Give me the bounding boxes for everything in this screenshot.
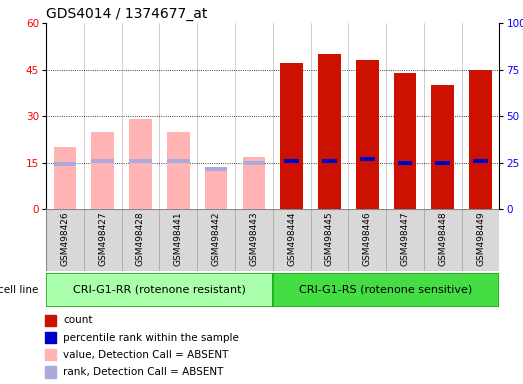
Bar [360, 157, 374, 161]
Text: GSM498448: GSM498448 [438, 211, 447, 266]
Text: GSM498446: GSM498446 [363, 211, 372, 266]
Bar [348, 209, 386, 271]
Bar [473, 159, 488, 163]
Bar [436, 161, 450, 165]
Bar [84, 209, 121, 271]
Bar [46, 209, 84, 271]
Bar [121, 209, 160, 271]
Bar [167, 132, 190, 209]
Bar [53, 147, 76, 209]
Text: GDS4014 / 1374677_at: GDS4014 / 1374677_at [46, 7, 208, 21]
Bar [397, 161, 412, 165]
Bar [204, 167, 228, 171]
Text: GSM498449: GSM498449 [476, 211, 485, 266]
Bar [431, 85, 454, 209]
Bar [462, 209, 499, 271]
Text: rank, Detection Call = ABSENT: rank, Detection Call = ABSENT [63, 367, 224, 377]
Bar [469, 70, 492, 209]
Text: GSM498441: GSM498441 [174, 211, 183, 266]
Bar [92, 132, 114, 209]
Bar [167, 159, 190, 163]
Bar [243, 157, 265, 209]
Bar [285, 159, 299, 163]
Bar [424, 209, 462, 271]
Bar [129, 119, 152, 209]
Bar [45, 349, 56, 361]
Text: GSM498427: GSM498427 [98, 211, 107, 266]
Bar [322, 159, 337, 163]
Text: count: count [63, 315, 93, 325]
Text: CRI-G1-RS (rotenone sensitive): CRI-G1-RS (rotenone sensitive) [300, 285, 473, 295]
Bar [45, 315, 56, 326]
Text: GSM498447: GSM498447 [401, 211, 410, 266]
Bar [311, 209, 348, 271]
Bar [129, 159, 152, 163]
Text: CRI-G1-RR (rotenone resistant): CRI-G1-RR (rotenone resistant) [73, 285, 246, 295]
Text: GSM498443: GSM498443 [249, 211, 258, 266]
Bar [280, 63, 303, 209]
Bar [243, 161, 265, 165]
Bar [53, 162, 76, 166]
Text: cell line: cell line [0, 285, 38, 295]
Bar [92, 159, 114, 163]
Text: GSM498445: GSM498445 [325, 211, 334, 266]
Text: GSM498444: GSM498444 [287, 211, 296, 266]
Bar [273, 209, 311, 271]
Text: GSM498426: GSM498426 [61, 211, 70, 266]
Bar [394, 73, 416, 209]
Bar [356, 60, 379, 209]
Bar [45, 332, 56, 343]
Text: GSM498428: GSM498428 [136, 211, 145, 266]
Bar [46, 273, 272, 307]
Text: value, Detection Call = ABSENT: value, Detection Call = ABSENT [63, 350, 229, 360]
Bar [45, 366, 56, 377]
Bar [204, 169, 228, 209]
Text: GSM498442: GSM498442 [212, 211, 221, 266]
Bar [318, 54, 341, 209]
Bar [197, 209, 235, 271]
Bar [235, 209, 272, 271]
Bar [273, 273, 499, 307]
Text: percentile rank within the sample: percentile rank within the sample [63, 333, 240, 343]
Bar [386, 209, 424, 271]
Bar [160, 209, 197, 271]
